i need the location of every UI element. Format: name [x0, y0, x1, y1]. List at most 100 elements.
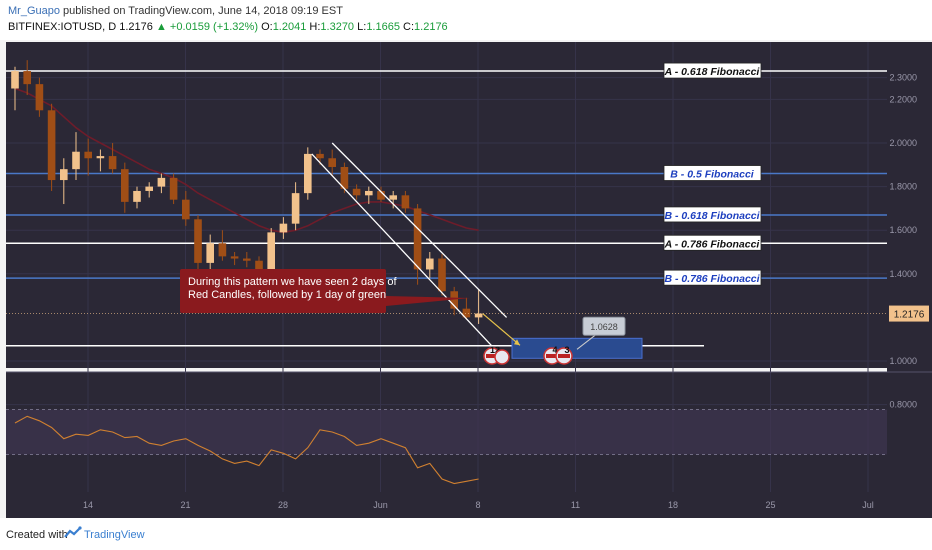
- price-axis-bg: [887, 42, 932, 518]
- projection-arrow: [482, 313, 521, 346]
- event-badge: 3: [555, 345, 573, 365]
- price-change: +0.0159 (+1.32%): [169, 21, 258, 33]
- last-price-tag: [889, 305, 929, 322]
- change-up-icon: ▲: [155, 21, 167, 33]
- price-pane-bg: [6, 42, 887, 368]
- fibonacci-levels: A - 0.618 Fibonacci B - 0.5 Fibonacci B - …: [6, 62, 887, 347]
- candle-body: [352, 188, 361, 196]
- candle-body: [462, 308, 471, 318]
- time-tick-label: 18: [668, 500, 678, 510]
- rsi-band: [6, 409, 887, 455]
- price-tick-label: 2.0000: [889, 138, 917, 148]
- candle-body: [194, 219, 202, 263]
- target-callout-label: 1.0628: [590, 322, 618, 332]
- target-zone-box: [511, 337, 643, 359]
- candle-body: [206, 243, 214, 263]
- note-pointer: [386, 296, 470, 306]
- time-tick-label: 11: [571, 500, 580, 510]
- candle-body: [413, 208, 422, 270]
- chart-header: Mr_Guapo published on TradingView.com, J…: [0, 0, 932, 40]
- flag-stripe: [486, 354, 498, 358]
- time-tick-label: 21: [180, 500, 190, 510]
- price-tick-label: 2.3000: [889, 73, 917, 83]
- pattern-note: During this pattern we have seen 2 days …: [180, 269, 470, 313]
- tradingview-brand[interactable]: TradingView: [84, 529, 145, 541]
- fibonacci-label-box: [663, 165, 762, 181]
- candle-body: [157, 177, 166, 187]
- time-tick-label: 25: [765, 500, 775, 510]
- candle-body: [474, 313, 483, 318]
- high-value: 1.3270: [320, 21, 355, 33]
- rsi-line: [14, 415, 479, 485]
- low-value: 1.1665: [366, 21, 400, 33]
- note-text-line: During this pattern we have seen 2 days …: [188, 276, 397, 288]
- candle-body: [96, 156, 105, 159]
- us-flag-icon: [494, 349, 510, 365]
- flag-stripe: [558, 354, 570, 358]
- ohlc-line: BITFINEX:IOTUSD, D 1.2176 ▲ +0.0159 (+1.…: [8, 21, 448, 33]
- time-tick-label: 28: [278, 500, 288, 510]
- time-axis-bg: [6, 492, 887, 518]
- candle-body: [230, 256, 239, 259]
- time-tick-label: 14: [83, 500, 93, 510]
- author-link[interactable]: Mr_Guapo: [8, 5, 60, 17]
- close-value: 1.2176: [414, 21, 448, 33]
- fibonacci-label-box: [663, 206, 762, 223]
- event-badge-count: 12: [490, 345, 500, 355]
- high-label: H:: [309, 21, 321, 33]
- candle-body: [72, 151, 80, 170]
- low-label: L:: [357, 21, 367, 33]
- fibonacci-label: A - 0.786 Fibonacci: [664, 238, 761, 250]
- candle-body: [169, 177, 178, 200]
- fibonacci-label: B - 0.5 Fibonacci: [670, 169, 755, 181]
- note-text-line: Red Candles, followed by 1 day of green: [188, 289, 386, 301]
- fibonacci-label: A - 0.618 Fibonacci: [664, 66, 761, 78]
- fibonacci-label-box: [663, 234, 762, 251]
- candle-body: [35, 84, 44, 111]
- candle-body: [304, 153, 312, 194]
- event-badge-count: 4: [552, 345, 557, 355]
- candle-body: [145, 186, 153, 191]
- time-tick-label: Jul: [862, 500, 874, 510]
- time-tick-label: Jun: [373, 500, 388, 510]
- candle-body: [23, 71, 31, 85]
- close-label: C:: [403, 21, 415, 33]
- flag-stripe: [546, 354, 558, 358]
- target-callout-leader: [576, 334, 596, 350]
- price-tick-label: 1.8000: [889, 182, 917, 192]
- candle-body: [60, 169, 68, 181]
- symbol-label: BITFINEX:IOTUSD, D: [8, 21, 117, 33]
- projection-arrowhead-icon: [514, 339, 520, 346]
- descending-channel: [311, 142, 508, 347]
- candle-body: [84, 151, 92, 159]
- fibonacci-label: B - 0.618 Fibonacci: [664, 210, 760, 222]
- price-tick-label: 2.2000: [889, 94, 917, 104]
- moving-average-line: [14, 87, 479, 234]
- open-value: 1.2041: [272, 21, 307, 33]
- footer: Created with TradingView: [0, 518, 932, 550]
- price-chart[interactable]: 2.3000 2.2000 2.0000 1.8000 1.6000 1.4000 1.00…: [0, 40, 932, 518]
- target-callout-box: [582, 316, 626, 336]
- fibonacci-label: B - 0.786 Fibonacci: [664, 273, 760, 285]
- candle-body: [438, 258, 446, 292]
- tradingview-logo-icon: [64, 526, 82, 538]
- candle-body: [377, 190, 385, 200]
- time-tick-label: 8: [475, 500, 480, 510]
- candle-body: [182, 199, 190, 220]
- candle-body: [133, 190, 141, 202]
- price-tick-label: 0.8000: [889, 400, 917, 410]
- candle-body: [340, 166, 349, 189]
- candle-body: [267, 232, 275, 276]
- channel-line-upper: [331, 142, 508, 318]
- candle-body: [401, 195, 410, 209]
- candle-body: [328, 158, 336, 167]
- candle-body: [108, 156, 117, 170]
- candle-body: [450, 291, 458, 309]
- channel-line-lower: [311, 153, 493, 347]
- price-tick-label: 1.0000: [889, 356, 917, 366]
- fibonacci-label-box: [663, 269, 762, 286]
- candle-body: [11, 71, 19, 89]
- candle-body: [365, 190, 373, 196]
- note-box: [180, 269, 386, 313]
- open-label: O:: [261, 21, 273, 33]
